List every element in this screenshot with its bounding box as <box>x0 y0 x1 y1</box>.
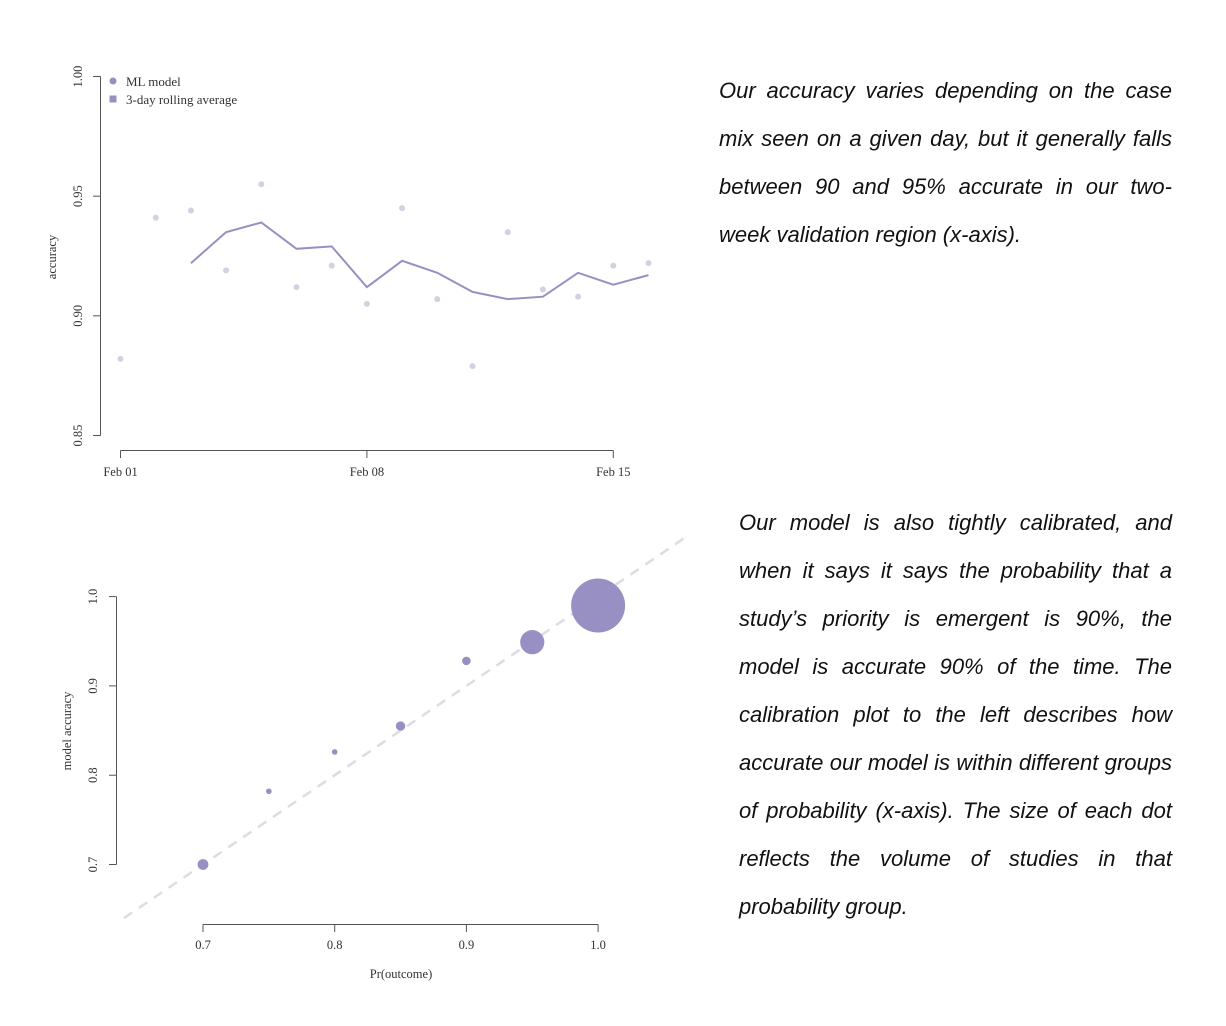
ml-model-point <box>645 260 652 267</box>
legend-label-ml-model: ML model <box>126 74 181 89</box>
calibration-point <box>571 578 626 633</box>
ml-model-point <box>434 296 441 303</box>
y-tick-label: 0.9 <box>86 678 100 694</box>
x-tick-label: 0.8 <box>327 938 343 952</box>
legend-circle-marker <box>109 77 117 85</box>
y-tick-label: 1.00 <box>71 66 85 88</box>
ml-model-point <box>539 286 546 293</box>
x-tick-label: 1.0 <box>590 938 606 952</box>
calibration-point <box>197 859 209 870</box>
x-tick-label: 0.7 <box>195 938 211 952</box>
ml-model-point <box>258 181 265 188</box>
calibration-point <box>520 630 545 655</box>
ml-model-point <box>363 300 370 307</box>
rolling-average-line <box>190 221 649 301</box>
calibration-point <box>462 656 471 666</box>
calibration-point <box>331 749 338 755</box>
accuracy-description: Our accuracy varies depending on the cas… <box>719 78 1172 247</box>
y-tick-label: 1.0 <box>86 589 100 605</box>
calibration-chart: 0.7 0.8 0.9 1.0 0.7 0.8 0.9 1.0 Pr(outcome) model… <box>60 536 686 981</box>
calibration-description: Our model is also tightly calibrated, an… <box>739 510 1172 919</box>
ml-model-point <box>504 229 511 236</box>
legend-label-rolling-average: 3-day rolling average <box>126 92 237 107</box>
ml-model-point <box>293 284 300 291</box>
y-tick-label: 0.85 <box>71 425 85 447</box>
ml-model-point <box>610 262 617 269</box>
ml-model-point <box>117 355 124 362</box>
ml-model-point <box>187 207 194 214</box>
y-tick-label: 0.90 <box>71 305 85 327</box>
calibration-point <box>266 788 272 795</box>
x-tick-label: Feb 08 <box>350 465 384 479</box>
ml-model-point <box>152 214 159 221</box>
ml-model-point <box>399 205 406 212</box>
ml-model-point <box>575 293 582 300</box>
x-tick-label: 0.9 <box>459 938 475 952</box>
x-tick-label: Feb 15 <box>596 465 630 479</box>
y-tick-label: 0.7 <box>86 857 100 873</box>
ml-model-point <box>469 363 476 370</box>
ml-model-point <box>328 262 335 269</box>
ml-model-point <box>223 267 230 274</box>
y-axis-label: accuracy <box>45 234 59 279</box>
y-tick-label: 0.8 <box>86 767 100 783</box>
x-tick-label: Feb 01 <box>103 465 137 479</box>
x-axis-label: Pr(outcome) <box>370 967 432 981</box>
calibration-point <box>395 721 406 731</box>
legend-square-marker <box>109 95 117 103</box>
y-tick-label: 0.95 <box>71 185 85 207</box>
accuracy-over-time-chart: 0.85 0.90 0.95 1.00 Feb 01 Feb 08 Feb 15 accura… <box>45 66 652 479</box>
y-axis-label: model accuracy <box>60 691 74 771</box>
